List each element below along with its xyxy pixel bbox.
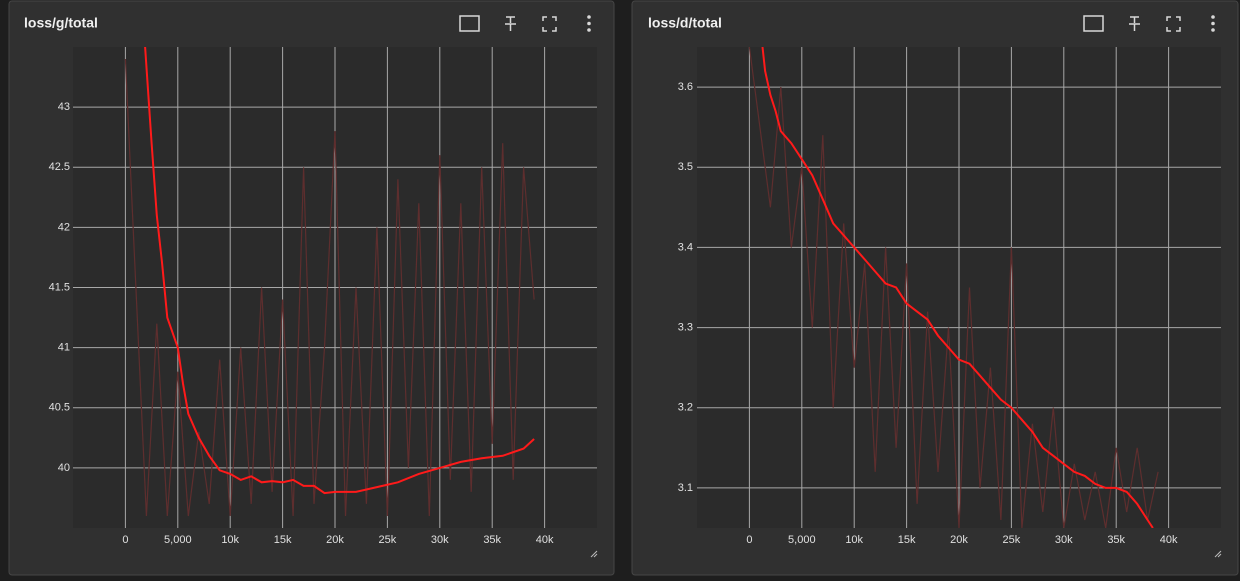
series-line bbox=[144, 47, 535, 495]
x-tick-label: 30k bbox=[431, 534, 449, 546]
series-line bbox=[124, 58, 535, 517]
x-tick-label: 10k bbox=[221, 534, 239, 546]
x-tick-label: 0 bbox=[746, 534, 752, 546]
plot: 3.1 3.2 3.3 3.4 3.5 3.6 0 5,000 10k 15k 20k 25k 30k 3… bbox=[678, 47, 1221, 546]
y-tick-label: 3.1 bbox=[678, 482, 693, 494]
x-tick-label: 30k bbox=[1055, 534, 1073, 546]
x-tick-label: 5,000 bbox=[788, 534, 816, 546]
series-line bbox=[748, 47, 1159, 528]
x-tick-label: 15k bbox=[274, 534, 292, 546]
plot: 40 40.5 41 41.5 42 42.5 43 0 5,000 10k 15k 20k 25k 30… bbox=[49, 47, 597, 546]
y-tick-label: 3.2 bbox=[678, 402, 693, 414]
y-tick-label: 41 bbox=[58, 342, 70, 354]
x-tick-label: 35k bbox=[483, 534, 501, 546]
x-tick-label: 25k bbox=[1003, 534, 1021, 546]
y-tick-label: 43 bbox=[58, 101, 70, 113]
y-tick-label: 40.5 bbox=[49, 402, 70, 414]
x-tick-label: 35k bbox=[1107, 534, 1125, 546]
x-tick-label: 20k bbox=[950, 534, 968, 546]
toolbar bbox=[459, 15, 1215, 32]
y-tick-label: 42.5 bbox=[49, 161, 70, 173]
x-tick-label: 15k bbox=[898, 534, 916, 546]
x-tick-label: 10k bbox=[845, 534, 863, 546]
y-tick-label: 3.4 bbox=[678, 241, 693, 253]
y-tick-label: 40 bbox=[58, 462, 70, 474]
resize-handle bbox=[590, 550, 598, 558]
y-tick-label: 3.3 bbox=[678, 321, 693, 333]
chart-title: loss/d/total bbox=[648, 15, 722, 31]
series-line bbox=[761, 47, 1154, 528]
x-tick-label: 0 bbox=[122, 534, 128, 546]
pin-icon[interactable] bbox=[505, 16, 516, 31]
y-tick-label: 42 bbox=[58, 221, 70, 233]
fullscreen-icon[interactable] bbox=[1166, 16, 1181, 32]
chart-title: loss/g/total bbox=[24, 15, 98, 31]
x-tick-label: 5,000 bbox=[164, 534, 192, 546]
fit-icon[interactable] bbox=[459, 15, 480, 32]
fullscreen-icon[interactable] bbox=[542, 16, 557, 32]
y-tick-label: 3.6 bbox=[678, 81, 693, 93]
menu-icon[interactable] bbox=[587, 15, 591, 32]
fit-icon[interactable] bbox=[1083, 15, 1104, 32]
x-tick-label: 40k bbox=[536, 534, 554, 546]
x-tick-label: 20k bbox=[326, 534, 344, 546]
menu-icon[interactable] bbox=[1211, 15, 1215, 32]
resize-handle bbox=[1214, 550, 1222, 558]
y-tick-label: 41.5 bbox=[49, 281, 70, 293]
x-tick-label: 25k bbox=[379, 534, 397, 546]
x-tick-label: 40k bbox=[1160, 534, 1178, 546]
y-tick-label: 3.5 bbox=[678, 161, 693, 173]
pin-icon[interactable] bbox=[1129, 16, 1140, 31]
